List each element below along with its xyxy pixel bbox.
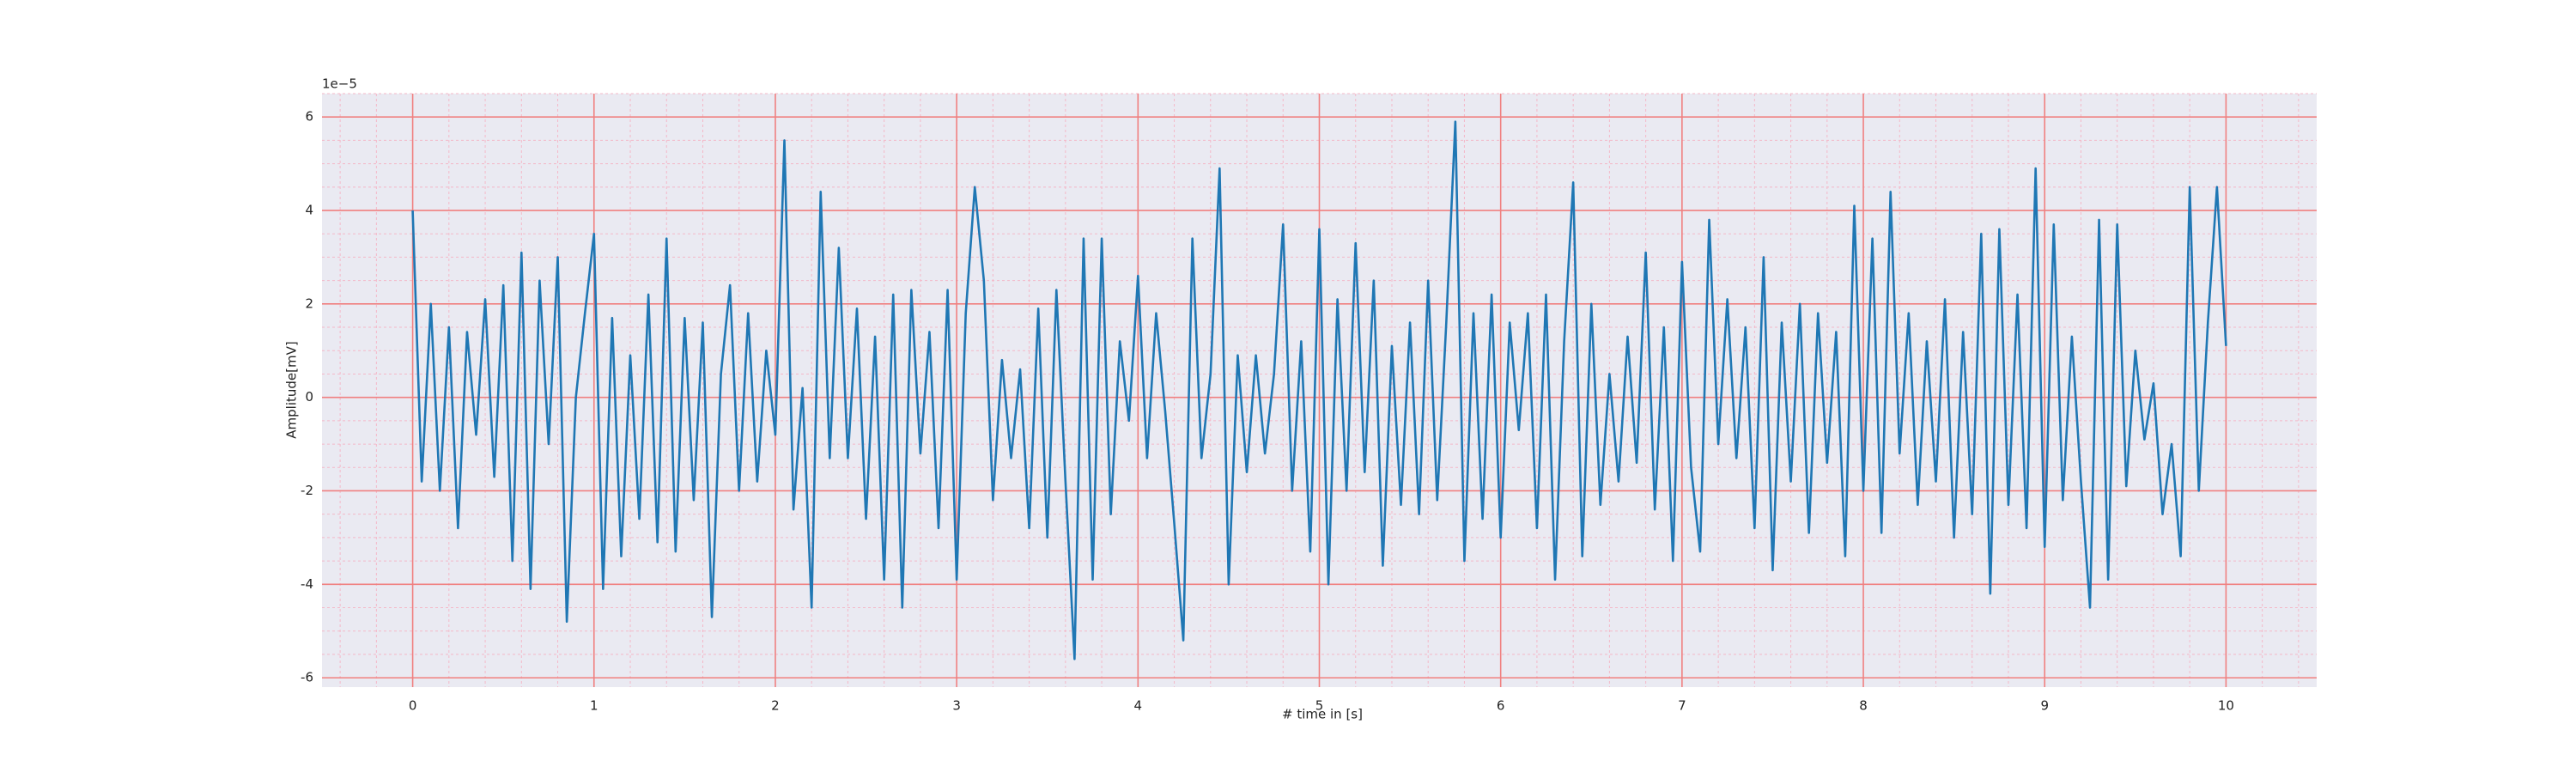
y-tick-label: -6 <box>301 670 313 685</box>
y-axis-label: Amplitude[mV] <box>284 341 300 438</box>
x-tick-label: 1 <box>590 698 598 714</box>
y-offset-label: 1e−5 <box>322 76 357 92</box>
x-tick-label: 9 <box>2040 698 2049 714</box>
x-tick-label: 8 <box>1859 698 1868 714</box>
x-tick-label: 3 <box>952 698 961 714</box>
x-tick-label: 4 <box>1134 698 1143 714</box>
x-tick-label: 5 <box>1315 698 1324 714</box>
y-tick-label: -4 <box>301 576 313 592</box>
x-tick-label: 0 <box>409 698 417 714</box>
x-tick-label: 6 <box>1497 698 1505 714</box>
y-tick-label: 0 <box>305 389 313 405</box>
y-tick-label: -2 <box>301 483 313 498</box>
y-tick-label: 2 <box>305 295 313 311</box>
x-axis-label: # time in [s] <box>1282 707 1363 722</box>
x-tick-label: 7 <box>1678 698 1686 714</box>
y-tick-label: 6 <box>305 109 313 125</box>
x-tick-label: 2 <box>771 698 780 714</box>
y-tick-label: 4 <box>305 203 313 218</box>
data-line <box>411 120 2227 660</box>
x-tick-label: 10 <box>2218 698 2234 714</box>
